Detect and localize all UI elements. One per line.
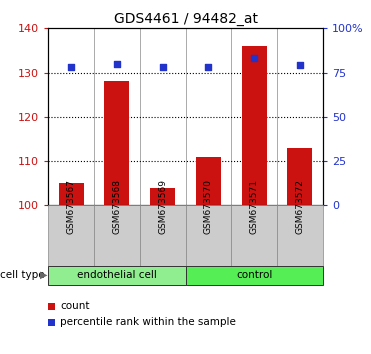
Text: GSM673569: GSM673569: [158, 179, 167, 234]
Text: percentile rank within the sample: percentile rank within the sample: [60, 317, 236, 327]
Text: GSM673572: GSM673572: [295, 179, 304, 234]
Text: control: control: [236, 270, 272, 280]
Bar: [287, 148, 312, 205]
Text: endothelial cell: endothelial cell: [77, 270, 157, 280]
Text: ▶: ▶: [40, 270, 47, 280]
Text: cell type: cell type: [0, 270, 45, 280]
Text: GSM673567: GSM673567: [67, 179, 76, 234]
Point: [206, 64, 211, 70]
Point: [297, 63, 303, 68]
Point: [160, 64, 165, 70]
Text: GSM673568: GSM673568: [112, 179, 121, 234]
Text: count: count: [60, 301, 90, 312]
Title: GDS4461 / 94482_at: GDS4461 / 94482_at: [114, 12, 257, 26]
Point: [251, 56, 257, 61]
Bar: [242, 46, 267, 205]
Text: GSM673570: GSM673570: [204, 179, 213, 234]
Bar: [150, 188, 175, 205]
Text: GSM673571: GSM673571: [250, 179, 259, 234]
Point: [68, 64, 74, 70]
Bar: [104, 81, 129, 205]
Bar: [196, 156, 221, 205]
Bar: [59, 183, 84, 205]
Point: [114, 61, 120, 67]
